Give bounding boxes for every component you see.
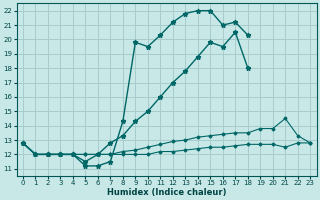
X-axis label: Humidex (Indice chaleur): Humidex (Indice chaleur) [107,188,226,197]
